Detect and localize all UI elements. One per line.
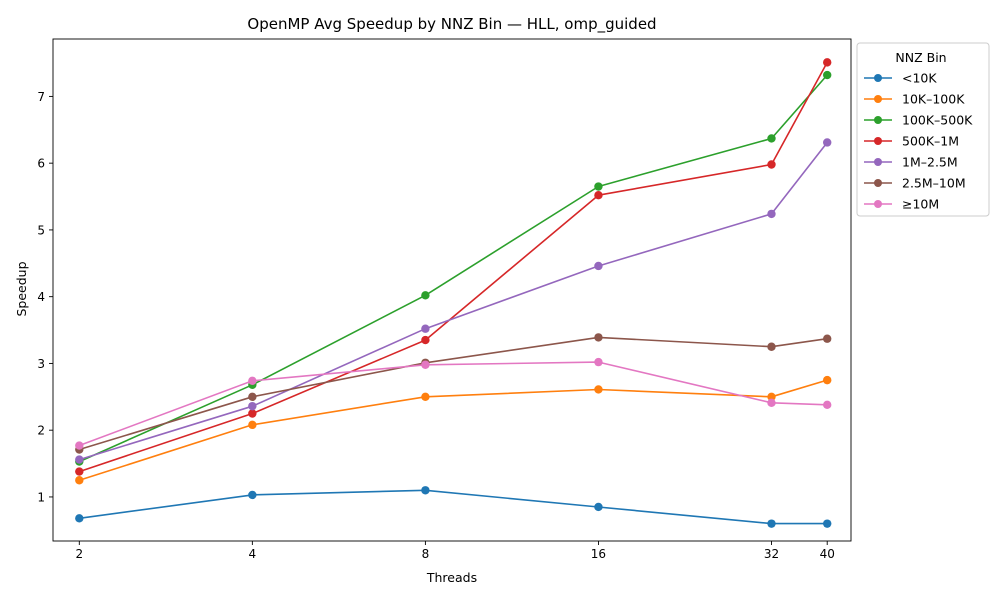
series-6 bbox=[75, 357, 832, 450]
legend-label: 100K–500K bbox=[902, 113, 973, 128]
legend-item: <10K bbox=[864, 71, 937, 86]
data-point bbox=[248, 392, 257, 402]
data-point bbox=[594, 385, 603, 394]
data-point bbox=[594, 182, 603, 191]
legend-marker bbox=[874, 74, 882, 82]
data-point bbox=[248, 420, 257, 430]
data-point bbox=[767, 398, 776, 408]
data-point bbox=[421, 335, 430, 345]
data-point bbox=[823, 334, 832, 343]
y-tick-label: 4 bbox=[37, 290, 45, 304]
plot-area bbox=[52, 38, 852, 542]
x-tick-label: 2 bbox=[75, 547, 83, 561]
series-line bbox=[78, 74, 828, 463]
legend-items: <10K 10K–100K 100K–500K 500K–1M 1M–2.5M 2.5M–… bbox=[864, 71, 973, 212]
data-point bbox=[594, 502, 603, 512]
data-point bbox=[594, 191, 603, 200]
legend-marker bbox=[874, 200, 882, 208]
legend-item: 2.5M–10M bbox=[864, 176, 966, 191]
data-point bbox=[823, 375, 832, 385]
data-point bbox=[248, 401, 257, 411]
data-point bbox=[421, 291, 430, 300]
series-4 bbox=[75, 138, 832, 464]
y-tick-label: 2 bbox=[37, 424, 45, 438]
data-point bbox=[75, 455, 84, 464]
y-axis: 1 2 3 4 5 6 7 bbox=[37, 90, 53, 504]
x-axis: 2 4 8 16 32 40 bbox=[75, 541, 835, 561]
x-axis-label: Threads bbox=[426, 570, 477, 585]
legend-box bbox=[856, 42, 990, 217]
x-tick-label: 8 bbox=[422, 547, 430, 561]
y-tick-label: 5 bbox=[37, 223, 45, 237]
data-point bbox=[823, 138, 832, 147]
plot-frame bbox=[52, 38, 852, 542]
x-tick-label: 16 bbox=[591, 547, 606, 561]
legend-label: ≥10M bbox=[902, 197, 939, 212]
data-point bbox=[767, 209, 776, 219]
data-point bbox=[767, 392, 776, 402]
series-line bbox=[79, 62, 828, 473]
data-point bbox=[767, 342, 776, 351]
data-point bbox=[823, 70, 832, 80]
data-point bbox=[248, 409, 257, 418]
legend-marker bbox=[874, 158, 882, 166]
data-point bbox=[823, 58, 832, 67]
legend-label: 2.5M–10M bbox=[902, 176, 966, 191]
legend-item: ≥10M bbox=[864, 197, 939, 212]
legend-title: NNZ Bin bbox=[895, 50, 946, 65]
series-0 bbox=[75, 486, 832, 528]
data-point bbox=[75, 467, 84, 476]
data-point bbox=[823, 400, 832, 410]
data-point bbox=[594, 261, 603, 271]
data-point bbox=[248, 376, 257, 385]
data-point bbox=[767, 160, 776, 169]
y-tick-label: 6 bbox=[37, 157, 45, 171]
legend-item: 100K–500K bbox=[864, 113, 973, 128]
legend-label: 1M–2.5M bbox=[902, 155, 958, 170]
data-point bbox=[594, 333, 603, 342]
legend-item: 500K–1M bbox=[864, 134, 959, 149]
legend-label: <10K bbox=[902, 71, 937, 86]
legend-item: 1M–2.5M bbox=[864, 155, 958, 170]
data-point bbox=[767, 134, 776, 143]
legend-item: 10K–100K bbox=[864, 92, 965, 107]
legend-marker bbox=[874, 137, 882, 145]
x-tick-label: 40 bbox=[820, 547, 835, 561]
series-2 bbox=[75, 70, 832, 466]
data-point bbox=[248, 490, 257, 500]
data-point bbox=[421, 360, 430, 369]
data-point bbox=[823, 519, 832, 528]
data-point bbox=[75, 476, 84, 485]
data-point bbox=[421, 392, 430, 402]
data-point bbox=[594, 357, 603, 367]
series-line bbox=[79, 489, 828, 525]
y-tick-label: 3 bbox=[37, 357, 45, 371]
legend: NNZ Bin <10K 10K–100K 100K–500K 500K–1M 1M–2… bbox=[856, 42, 990, 217]
chart-title: OpenMP Avg Speedup by NNZ Bin — HLL, omp… bbox=[247, 15, 656, 34]
legend-marker bbox=[874, 95, 882, 103]
legend-label: 10K–100K bbox=[902, 92, 965, 107]
x-tick-label: 32 bbox=[764, 547, 779, 561]
x-tick-label: 4 bbox=[249, 547, 257, 561]
series-line bbox=[79, 361, 828, 447]
legend-marker bbox=[874, 179, 882, 187]
series-3 bbox=[75, 58, 832, 476]
series-line bbox=[79, 142, 828, 461]
data-point bbox=[75, 441, 84, 450]
data-point bbox=[421, 324, 430, 333]
data-point bbox=[767, 519, 776, 528]
series-line bbox=[79, 379, 828, 482]
series-5 bbox=[75, 333, 832, 454]
y-tick-label: 7 bbox=[37, 90, 45, 104]
legend-marker bbox=[874, 116, 882, 124]
series-1 bbox=[75, 375, 832, 485]
data-point bbox=[421, 486, 430, 495]
y-axis-label: Speedup bbox=[14, 261, 29, 316]
series-line bbox=[79, 336, 828, 451]
legend-label: 500K–1M bbox=[902, 134, 959, 149]
data-point bbox=[75, 514, 84, 523]
y-tick-label: 1 bbox=[37, 490, 45, 504]
